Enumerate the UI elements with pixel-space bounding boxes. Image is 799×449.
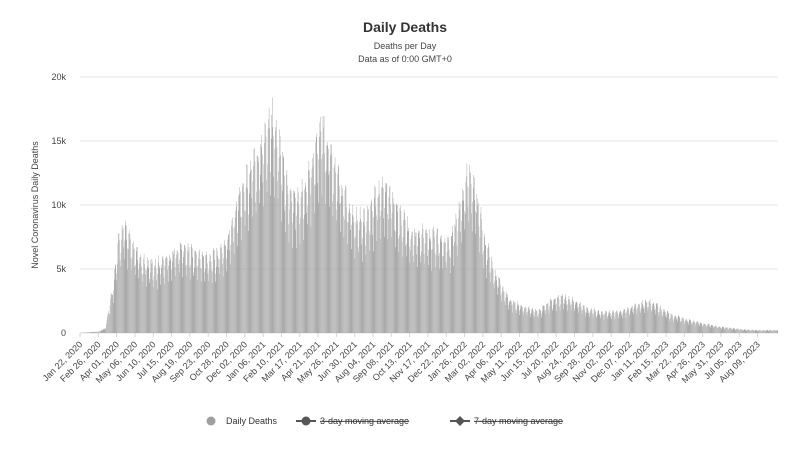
y-tick-label: 10k: [51, 200, 66, 210]
legend-label-3-day-moving-average: 3-day moving average: [320, 416, 409, 426]
legend-label-7-day-moving-average: 7-day moving average: [474, 416, 563, 426]
y-axis-ticks: 0 5k 10k 15k 20k: [51, 72, 66, 338]
legend-marker-circle-icon: [206, 416, 216, 426]
y-tick-label: 15k: [51, 136, 66, 146]
chart-subtitle-line-2: Data as of 0:00 GMT+0: [358, 54, 452, 64]
legend-item-daily-deaths[interactable]: Daily Deaths: [206, 416, 278, 426]
y-tick-label: 0: [61, 328, 66, 338]
legend-marker-diamond-icon: [455, 416, 465, 426]
legend-item-3-day-moving-average[interactable]: 3-day moving average: [296, 416, 409, 426]
daily-deaths-bars: [80, 97, 778, 334]
legend-label-daily-deaths: Daily Deaths: [226, 416, 278, 426]
y-tick-label: 5k: [56, 264, 66, 274]
legend-item-7-day-moving-average[interactable]: 7-day moving average: [450, 416, 563, 426]
legend-marker-circle-icon: [301, 416, 311, 426]
chart-title: Daily Deaths: [363, 19, 447, 35]
chart-subtitle-line-1: Deaths per Day: [374, 41, 437, 51]
chart-legend: Daily Deaths 3-day moving average 7-day …: [206, 416, 563, 426]
y-axis-title: Novel Coronavirus Daily Deaths: [30, 141, 40, 269]
y-tick-label: 20k: [51, 72, 66, 82]
